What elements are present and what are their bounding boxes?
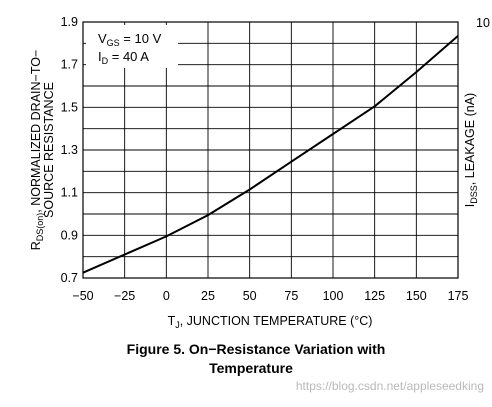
x-axis-title-main: T xyxy=(168,314,176,328)
tick-labels: −50 −25 0 25 50 75 100 125 150 175 0.7 0.9 1.1 1.3 1.5… xyxy=(61,15,469,303)
y-axis-title-line1: RDS(on), NORMALIZED DRAIN−TO− xyxy=(29,50,45,251)
legend-vgs-main: V xyxy=(98,31,107,46)
y-axis-title-rest: , NORMALIZED DRAIN−TO− xyxy=(29,50,43,213)
y-axis-title-sub: DS(on) xyxy=(35,213,45,242)
y-tick-label: 1.7 xyxy=(61,58,78,72)
x-axis-title-rest: , JUNCTION TEMPERATURE (°C) xyxy=(180,314,373,328)
y-tick-label: 1.5 xyxy=(61,100,78,114)
legend-vgs: VGS = 10 V xyxy=(98,31,162,48)
y-axis-title: RDS(on), NORMALIZED DRAIN−TO− SOURCE RES… xyxy=(29,50,56,251)
x-tick-label: 25 xyxy=(201,289,215,303)
watermark: https://blog.csdn.net/appleseedking xyxy=(295,379,484,393)
y-axis-title-main: R xyxy=(29,241,43,250)
x-axis-title: TJ, JUNCTION TEMPERATURE (°C) xyxy=(168,314,373,330)
plot-frame xyxy=(82,21,459,279)
x-tick-label: −50 xyxy=(72,289,93,303)
figure-caption-line2: Temperature xyxy=(209,360,293,376)
x-tick-label: 50 xyxy=(243,289,257,303)
right-axis-top-tick: 10 xyxy=(476,16,490,30)
x-tick-label: 100 xyxy=(323,289,344,303)
legend-id-sub: D xyxy=(102,56,109,66)
x-tick-label: −25 xyxy=(114,289,135,303)
right-axis-title-main: I xyxy=(463,204,477,207)
grid xyxy=(83,22,458,278)
y-tick-label: 0.7 xyxy=(61,271,78,285)
series-line xyxy=(82,35,459,274)
x-tick-label: 150 xyxy=(406,289,427,303)
legend-id-main: I xyxy=(98,49,102,64)
right-axis-title: IDSS, LEAKAGE (nA) xyxy=(463,93,479,207)
figure-caption-line1: Figure 5. On−Resistance Variation with xyxy=(126,341,386,357)
legend-id: ID = 40 A xyxy=(98,49,149,66)
x-tick-label: 125 xyxy=(364,289,385,303)
y-tick-label: 1.3 xyxy=(61,143,78,157)
legend-box xyxy=(86,25,178,68)
right-axis-title-rest: , LEAKAGE (nA) xyxy=(463,93,477,185)
y-axis-title-line2: SOURCE RESISTANCE xyxy=(42,82,56,218)
right-axis-title-text: IDSS, LEAKAGE (nA) xyxy=(463,93,479,207)
y-tick-label: 0.9 xyxy=(61,228,78,242)
x-axis-title-sub: J xyxy=(175,320,180,330)
x-tick-label: 75 xyxy=(284,289,298,303)
legend-vgs-rest: = 10 V xyxy=(120,31,162,46)
x-tick-label: 0 xyxy=(163,289,170,303)
right-axis-title-sub: DSS xyxy=(469,185,479,204)
x-tick-label: 175 xyxy=(448,289,469,303)
y-tick-label: 1.9 xyxy=(61,15,78,29)
legend-vgs-sub: GS xyxy=(107,38,120,48)
y-tick-label: 1.1 xyxy=(61,186,78,200)
legend-id-rest: = 40 A xyxy=(108,49,149,64)
